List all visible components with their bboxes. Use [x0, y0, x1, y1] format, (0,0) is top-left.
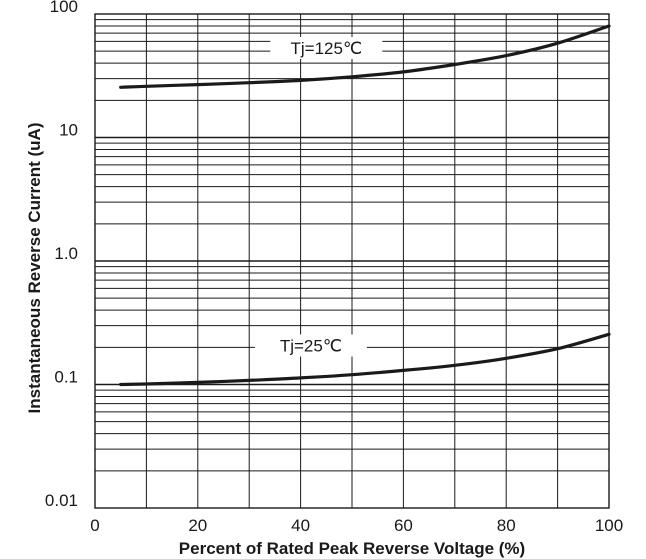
x-tick-label: 40: [291, 516, 310, 535]
y-tick-label: 0.1: [54, 368, 78, 387]
y-axis-title: Instantaneous Reverse Current (uA): [25, 123, 44, 414]
series-label-bg-0: [270, 36, 383, 59]
x-tick-label: 60: [394, 516, 413, 535]
tick-labels: 0 20 40 60 80 100 0.01 0.1 1.0 10 100: [45, 0, 623, 535]
x-tick-label: 0: [90, 516, 99, 535]
plot-frame: [94, 13, 610, 509]
series-label-1: Tj=25℃: [280, 336, 342, 355]
series-line-0: [119, 24, 611, 89]
x-axis-title: Percent of Rated Peak Reverse Voltage (%…: [179, 539, 525, 558]
series-line-1: [119, 332, 611, 387]
series-label-0: Tj=125℃: [291, 39, 363, 58]
grid: [94, 13, 610, 509]
curves: [119, 24, 611, 387]
curve-labels: Tj=125℃ Tj=25℃: [254, 36, 383, 357]
y-tick-label: 0.01: [45, 491, 78, 510]
y-tick-label: 100: [50, 0, 78, 16]
series-label-bg-1: [254, 334, 367, 357]
x-tick-label: 20: [188, 516, 207, 535]
y-tick-label: 1.0: [54, 244, 78, 263]
x-tick-label: 80: [497, 516, 516, 535]
y-tick-label: 10: [59, 121, 78, 140]
x-tick-label: 100: [595, 516, 623, 535]
